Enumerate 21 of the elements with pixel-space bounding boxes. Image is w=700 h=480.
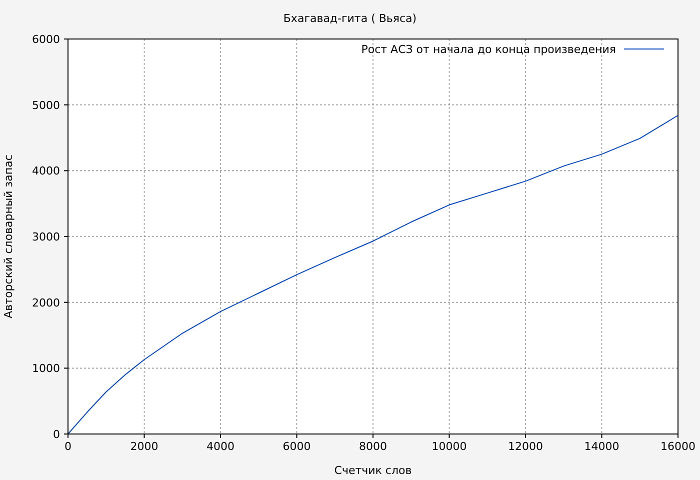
x-tick-label: 8000	[359, 440, 387, 453]
y-tick-label: 5000	[32, 98, 60, 112]
x-tick-label: 0	[64, 440, 72, 453]
x-tick-label: 4000	[206, 440, 234, 453]
y-tick-label: 4000	[32, 164, 60, 178]
y-axis-title: Авторский словарный запас	[2, 154, 15, 318]
y-tick-label: 6000	[32, 33, 60, 46]
x-tick-label: 12000	[508, 440, 543, 453]
y-tick-label: 0	[53, 428, 60, 441]
legend-label: Рост АСЗ от начала до конца произведения	[361, 43, 616, 56]
x-tick-label: 10000	[432, 440, 467, 453]
y-tick-label: 2000	[32, 296, 60, 310]
x-tick-label: 2000	[130, 440, 158, 453]
chart-title: Бхагавад-гита ( Вьяса)	[283, 12, 417, 25]
x-axis-title: Счетчик слов	[334, 464, 412, 477]
y-tick-label: 3000	[32, 230, 60, 244]
y-tick-label: 1000	[32, 362, 60, 376]
line-series	[68, 114, 678, 434]
x-tick-label: 16000	[660, 440, 696, 453]
x-tick-label: 6000	[282, 440, 311, 453]
x-tick-label: 14000	[584, 440, 620, 453]
